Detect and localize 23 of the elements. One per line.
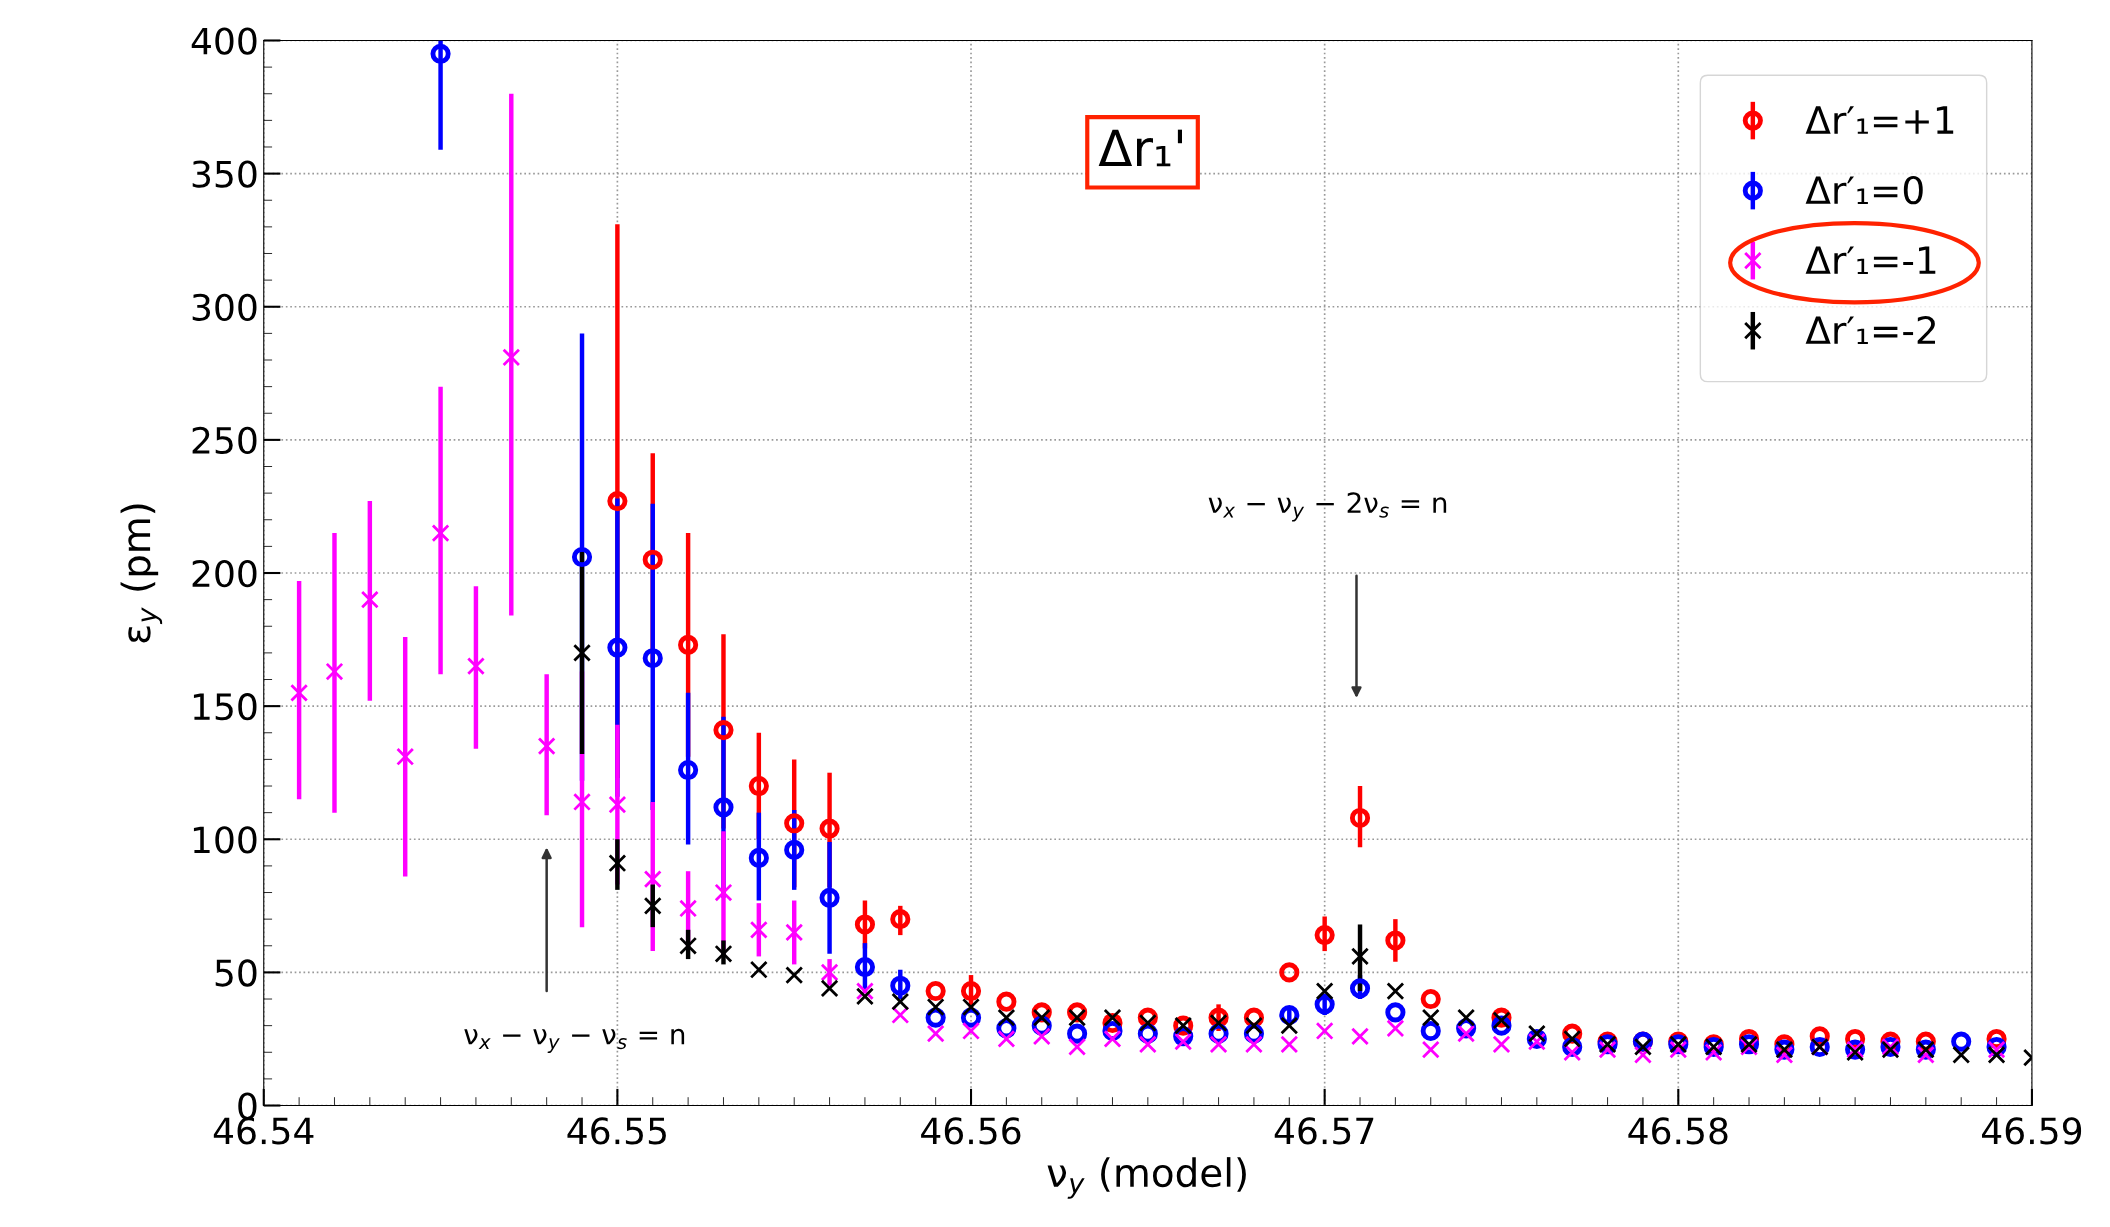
x-tick-label: 46.55 — [567, 1117, 666, 1145]
annotation: ν$_{x}$ − ν$_{y}$ − ν$_{s}$ = n — [464, 1028, 685, 1053]
y-tick-label: 150 — [193, 693, 257, 721]
y-tick-label: 100 — [193, 826, 257, 854]
x-tick-label: 46.59 — [1982, 1117, 2082, 1145]
y-tick-label: 250 — [192, 426, 257, 455]
legend-label: Δr′₁=0 — [1805, 175, 1923, 205]
y-tick-label: 400 — [191, 27, 257, 55]
legend-label: Δr′₁=+1 — [1805, 106, 1954, 134]
y-tick-label: 300 — [192, 293, 257, 321]
annotation: Δr₁' — [1098, 129, 1183, 167]
annotation: ν$_{x}$ − ν$_{y}$ − 2ν$_{s}$ = n — [1208, 492, 1447, 522]
x-tick-label: 46.58 — [1628, 1117, 1728, 1145]
y-tick-label: 350 — [192, 160, 257, 188]
y-tick-label: 50 — [215, 959, 257, 987]
x-tick-label: 46.57 — [1274, 1117, 1374, 1145]
y-tick-label: 200 — [192, 559, 257, 588]
x-tick-label: 46.56 — [921, 1117, 1021, 1145]
y-axis-title: ε$_{y}$ (pm) — [120, 504, 163, 643]
legend-label: Δr′₁=-1 — [1805, 246, 1936, 274]
legend-label: Δr′₁=-2 — [1805, 316, 1936, 344]
x-axis-title: ν$_{y}$ (model) — [1047, 1157, 1246, 1199]
x-tick-label: 46.54 — [213, 1117, 314, 1145]
